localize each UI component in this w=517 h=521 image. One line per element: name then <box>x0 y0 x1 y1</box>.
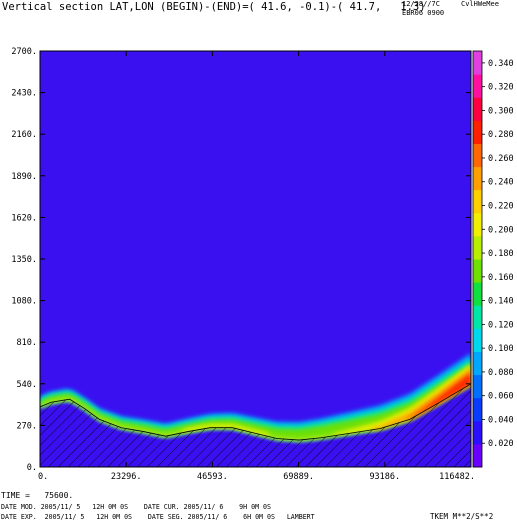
colorbar-label: 0.060 <box>488 392 514 402</box>
colorbar-segment <box>473 443 482 468</box>
x-tick-label: 0. <box>38 472 48 482</box>
chart-title: Vertical section LAT,LON (BEGIN)-(END)=(… <box>2 1 426 13</box>
colorbar: 0.020 0.040 0.060 0.080 0.100 0.120 0.140 0.160… <box>472 50 514 468</box>
colorbar-label: 0.200 <box>488 225 514 235</box>
colorbar-segment <box>473 143 482 168</box>
run-id-label: EBR06 0900 <box>402 9 445 17</box>
colorbar-segment <box>473 166 482 191</box>
colorbar-label: 0.180 <box>488 249 514 259</box>
colorbar-segment <box>473 97 482 121</box>
colorbar-label: 0.320 <box>488 83 514 93</box>
x-axis: 0. 23296. 46593. 69889. 93186. 116482. <box>38 51 475 482</box>
colorbar-label: 0.160 <box>488 273 514 283</box>
colorbar-label: 0.220 <box>488 202 514 212</box>
colorbar-segment <box>473 189 482 214</box>
y-tick-label: 1080. <box>11 297 37 307</box>
colorbar-label: 0.100 <box>488 344 514 354</box>
x-tick-label: 116482. <box>439 472 475 482</box>
y-axis: 0. 270. 540. 810. 1080. 1350. 1620. 1890. 2160. 2… <box>11 47 471 473</box>
tke-field <box>40 353 471 441</box>
colorbar-label: 0.280 <box>488 130 514 140</box>
y-tick-label: 1890. <box>11 172 37 182</box>
colorbar-segment <box>473 235 482 260</box>
y-tick-label: 2160. <box>11 130 37 140</box>
colorbar-label: 0.120 <box>488 320 514 330</box>
colorbar-segment <box>473 420 482 445</box>
variable-label: TKEM M**2/S**2 <box>430 512 494 521</box>
colorbar-segment <box>473 305 482 329</box>
y-tick-label: 2430. <box>11 89 37 99</box>
date-line-1: DATE MOD. 2005/11/ 5 12H 0M 0S DATE CUR.… <box>1 503 271 511</box>
colorbar-label: 0.300 <box>488 106 514 116</box>
x-tick-label: 46593. <box>197 472 228 482</box>
colorbar-segment <box>473 397 482 422</box>
colorbar-segment <box>473 212 482 237</box>
x-tick-label: 69889. <box>283 472 314 482</box>
colorbar-segment <box>473 259 482 283</box>
y-tick-label: 1620. <box>11 213 37 223</box>
colorbar-segment <box>473 51 482 75</box>
run-info-label: 12/28//7C CvlHWeMee <box>402 0 499 8</box>
terrain-hatched-area <box>39 383 472 468</box>
field-background <box>40 51 471 467</box>
colorbar-label: 0.040 <box>488 415 514 425</box>
colorbar-label: 0.080 <box>488 368 514 378</box>
colorbar-segment <box>473 374 482 399</box>
y-tick-label: 0. <box>27 463 37 473</box>
y-tick-label: 270. <box>17 421 37 431</box>
colorbar-frame <box>472 50 483 468</box>
y-tick-label: 2700. <box>11 47 37 57</box>
colorbar-segment <box>473 328 482 352</box>
x-tick-label: 23296. <box>111 472 142 482</box>
tke-contour-band <box>40 363 471 441</box>
colorbar-label: 0.020 <box>488 439 514 449</box>
time-label: TIME = 75600. <box>1 491 74 500</box>
colorbar-label: 0.260 <box>488 154 514 164</box>
date-line-2: DATE EXP. 2005/11/ 5 12H 0M 0S DATE SEG.… <box>1 513 315 521</box>
colorbar-segment <box>473 351 482 376</box>
colorbar-segment <box>473 120 482 144</box>
colorbar-segment <box>473 282 482 306</box>
colorbar-label: 0.240 <box>488 178 514 188</box>
colorbar-label: 0.340 <box>488 59 514 69</box>
colorbar-label: 0.140 <box>488 297 514 307</box>
y-tick-label: 540. <box>17 380 37 390</box>
y-tick-label: 1350. <box>11 255 37 265</box>
y-tick-label: 810. <box>17 338 37 348</box>
colorbar-segment <box>473 74 482 98</box>
x-tick-label: 93186. <box>369 472 400 482</box>
